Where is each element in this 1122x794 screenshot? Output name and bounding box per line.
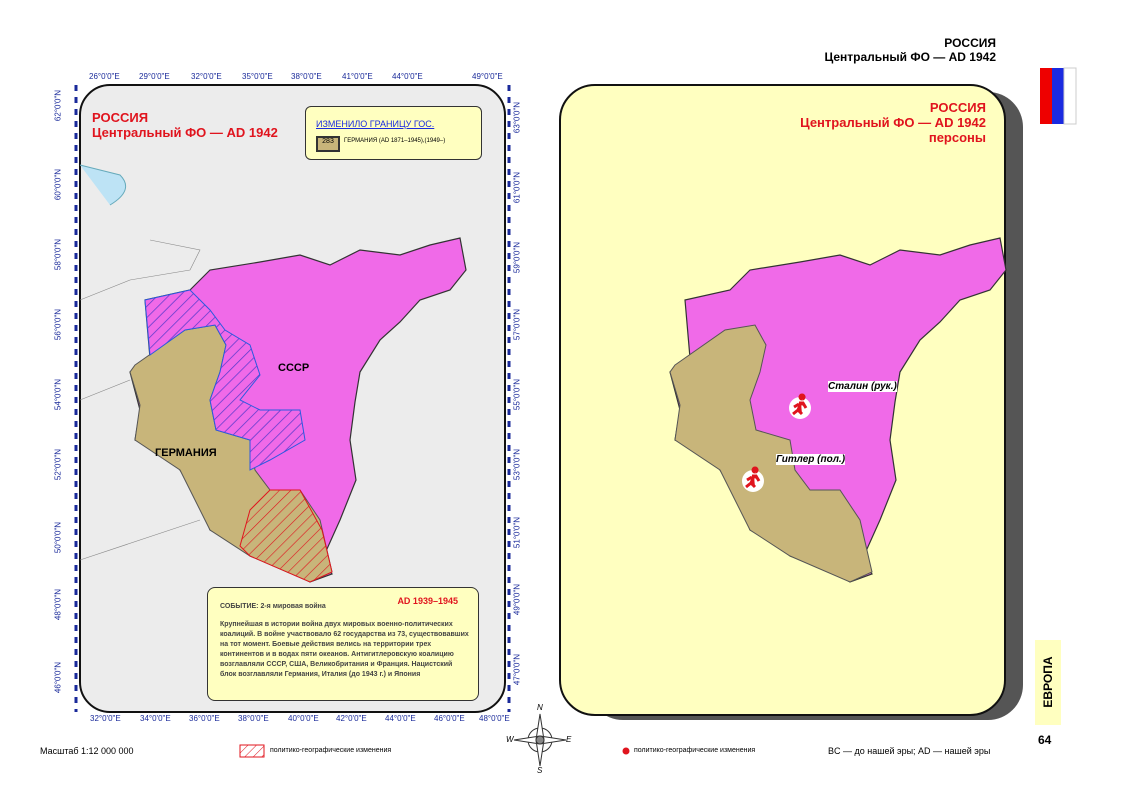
lon-label: 36°0'0"E xyxy=(189,714,220,723)
lat-label: 48°0'0"N xyxy=(53,588,63,621)
event-period: AD 1939–1945 xyxy=(397,596,458,606)
title: РОССИЯ xyxy=(929,100,986,115)
lon-label: 44°0'0"E xyxy=(385,714,416,723)
legend-code: 283 xyxy=(316,136,340,152)
lat-label: 60°0'0"N xyxy=(53,168,63,201)
legend-entry: ГЕРМАНИЯ (AD 1871–1945),(1949–) xyxy=(344,138,446,144)
scale: Масштаб 1:12 000 000 xyxy=(40,746,134,756)
left-title: РОССИЯ Центральный ФО — AD 1942 xyxy=(92,110,278,140)
lon-label: 46°0'0"E xyxy=(434,714,465,723)
legend-right: политико-географические изменения xyxy=(634,747,756,754)
lon-label: 32°0'0"E xyxy=(191,72,222,81)
header-country: РОССИЯ xyxy=(944,36,996,50)
compass-n: N xyxy=(537,703,543,712)
lon-label: 34°0'0"E xyxy=(140,714,171,723)
era-note: BC — до нашей эры; AD — нашей эры xyxy=(828,746,991,756)
event-text: Крупнейшая в истории война двух мировых … xyxy=(220,621,469,678)
region-label: СССР xyxy=(278,362,310,374)
subtitle: Центральный ФО — AD 1942 xyxy=(800,115,986,130)
header: РОССИЯ Центральный ФО — AD 1942 xyxy=(824,36,996,64)
page-number: 64 xyxy=(1038,733,1052,747)
lat-label: 57°0'0"N xyxy=(512,308,522,341)
lat-label: 55°0'0"N xyxy=(512,378,522,411)
lon-label: 48°0'0"E xyxy=(479,714,510,723)
legend-left: политико-географические изменения xyxy=(270,747,392,754)
lon-label: 44°0'0"E xyxy=(392,72,423,81)
lat-label: 53°0'0"N xyxy=(512,448,522,481)
lon-label: 26°0'0"E xyxy=(89,72,120,81)
lat-label: 49°0'0"N xyxy=(512,583,522,616)
legend-box: ИЗМЕНИЛО ГРАНИЦУ ГОС. 283 ГЕРМАНИЯ (AD 1… xyxy=(305,106,482,160)
lat-label: 52°0'0"N xyxy=(53,448,63,481)
header-subtitle: Центральный ФО — AD 1942 xyxy=(824,50,996,64)
lat-label: 46°0'0"N xyxy=(53,661,63,694)
legend-heading: ИЗМЕНИЛО ГРАНИЦУ ГОС. xyxy=(316,119,435,129)
event-box: AD 1939–1945 СОБЫТИЕ: 2-я мировая война … xyxy=(207,587,479,701)
lat-label: 61°0'0"N xyxy=(512,171,522,204)
compass-w: W xyxy=(506,735,514,744)
lat-label: 63°0'0"N xyxy=(512,101,522,134)
subtitle: Центральный ФО — AD 1942 xyxy=(92,125,278,140)
region-label: ГЕРМАНИЯ xyxy=(155,447,217,459)
lon-label: 38°0'0"E xyxy=(291,72,322,81)
lon-label: 40°0'0"E xyxy=(288,714,319,723)
lon-label: 32°0'0"E xyxy=(90,714,121,723)
lat-label: 58°0'0"N xyxy=(53,238,63,271)
lat-label: 50°0'0"N xyxy=(53,521,63,554)
lat-label: 51°0'0"N xyxy=(512,516,522,549)
lat-label: 56°0'0"N xyxy=(53,308,63,341)
lat-label: 59°0'0"N xyxy=(512,241,522,274)
lon-label: 41°0'0"E xyxy=(342,72,373,81)
caption: персоны xyxy=(928,130,986,145)
lon-label: 35°0'0"E xyxy=(242,72,273,81)
lon-label: 49°0'0"E xyxy=(472,72,503,81)
event-title: СОБЫТИЕ: 2-я мировая война xyxy=(220,603,326,610)
lat-label: 62°0'0"N xyxy=(53,89,63,122)
compass-s: S xyxy=(537,766,543,775)
title: РОССИЯ xyxy=(92,110,149,125)
person-label: Сталин (рук.) xyxy=(828,381,897,392)
person-label: Гитлер (пол.) xyxy=(776,454,846,465)
right-title: РОССИЯ Центральный ФО — AD 1942 персоны xyxy=(800,100,986,145)
lon-label: 38°0'0"E xyxy=(238,714,269,723)
compass-e: E xyxy=(566,735,572,744)
lon-label: 29°0'0"E xyxy=(139,72,170,81)
lat-label: 47°0'0"N xyxy=(512,653,522,686)
section: ЕВРОПА xyxy=(1041,656,1055,708)
lat-label: 54°0'0"N xyxy=(53,378,63,411)
lon-label: 42°0'0"E xyxy=(336,714,367,723)
